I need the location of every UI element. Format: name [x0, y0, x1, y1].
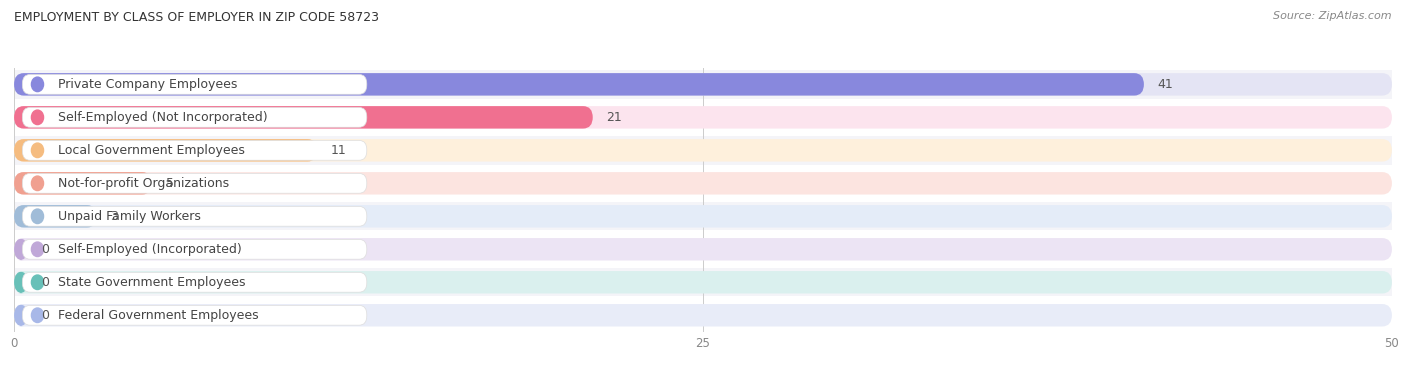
FancyBboxPatch shape	[22, 107, 367, 127]
Circle shape	[31, 77, 44, 92]
Text: EMPLOYMENT BY CLASS OF EMPLOYER IN ZIP CODE 58723: EMPLOYMENT BY CLASS OF EMPLOYER IN ZIP C…	[14, 11, 380, 24]
FancyBboxPatch shape	[14, 172, 1392, 195]
FancyBboxPatch shape	[14, 139, 1392, 162]
FancyBboxPatch shape	[14, 235, 1392, 264]
FancyBboxPatch shape	[22, 305, 367, 325]
FancyBboxPatch shape	[22, 239, 367, 259]
FancyBboxPatch shape	[14, 136, 1392, 164]
FancyBboxPatch shape	[14, 238, 28, 261]
FancyBboxPatch shape	[14, 304, 28, 326]
Text: Not-for-profit Organizations: Not-for-profit Organizations	[58, 177, 229, 190]
Circle shape	[31, 275, 44, 290]
Text: State Government Employees: State Government Employees	[58, 276, 246, 289]
Text: 0: 0	[42, 309, 49, 322]
Text: Unpaid Family Workers: Unpaid Family Workers	[58, 210, 201, 223]
FancyBboxPatch shape	[14, 172, 152, 195]
FancyBboxPatch shape	[22, 75, 367, 94]
Text: 21: 21	[606, 111, 623, 124]
Text: Self-Employed (Incorporated): Self-Employed (Incorporated)	[58, 243, 242, 256]
FancyBboxPatch shape	[14, 73, 1392, 96]
FancyBboxPatch shape	[22, 173, 367, 193]
Circle shape	[31, 110, 44, 125]
FancyBboxPatch shape	[14, 205, 1392, 228]
FancyBboxPatch shape	[14, 139, 318, 162]
FancyBboxPatch shape	[14, 301, 1392, 329]
Circle shape	[31, 242, 44, 257]
Circle shape	[31, 308, 44, 323]
Text: 5: 5	[166, 177, 173, 190]
Text: 3: 3	[111, 210, 118, 223]
FancyBboxPatch shape	[14, 169, 1392, 198]
Text: Self-Employed (Not Incorporated): Self-Employed (Not Incorporated)	[58, 111, 267, 124]
FancyBboxPatch shape	[14, 304, 1392, 326]
Circle shape	[31, 143, 44, 158]
FancyBboxPatch shape	[22, 207, 367, 226]
FancyBboxPatch shape	[22, 141, 367, 160]
Text: Federal Government Employees: Federal Government Employees	[58, 309, 259, 322]
FancyBboxPatch shape	[14, 271, 28, 294]
FancyBboxPatch shape	[14, 238, 1392, 261]
Text: Source: ZipAtlas.com: Source: ZipAtlas.com	[1274, 11, 1392, 21]
Text: 41: 41	[1157, 78, 1174, 91]
FancyBboxPatch shape	[22, 272, 367, 292]
FancyBboxPatch shape	[14, 205, 97, 228]
Text: Private Company Employees: Private Company Employees	[58, 78, 238, 91]
FancyBboxPatch shape	[14, 106, 1392, 129]
FancyBboxPatch shape	[14, 268, 1392, 296]
FancyBboxPatch shape	[14, 103, 1392, 132]
FancyBboxPatch shape	[14, 70, 1392, 98]
FancyBboxPatch shape	[14, 271, 1392, 294]
Text: Local Government Employees: Local Government Employees	[58, 144, 245, 157]
FancyBboxPatch shape	[14, 202, 1392, 230]
Circle shape	[31, 209, 44, 224]
FancyBboxPatch shape	[14, 106, 593, 129]
Text: 0: 0	[42, 276, 49, 289]
FancyBboxPatch shape	[14, 73, 1144, 96]
Text: 0: 0	[42, 243, 49, 256]
Circle shape	[31, 176, 44, 191]
Text: 11: 11	[330, 144, 347, 157]
